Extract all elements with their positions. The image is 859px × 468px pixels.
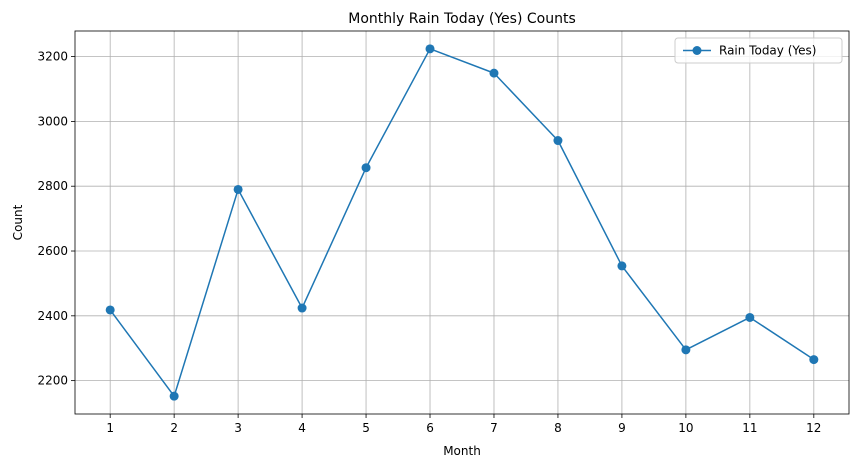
plot-frame [74,30,850,415]
y-tick-label: 3000 [37,114,68,128]
data-point [297,303,307,313]
data-point [681,345,691,355]
y-axis-ticks: 2200 2400 2600 2800 3000 3200 [37,50,75,388]
series-line [109,48,815,397]
data-point [553,136,563,146]
y-tick-label: 2800 [37,179,68,193]
x-tick-label: 9 [618,421,626,435]
legend-box [674,37,843,64]
data-point [745,312,755,322]
chart-title: Monthly Rain Today (Yes) Counts [348,11,576,27]
x-tick-label: 3 [234,421,242,435]
x-tick-label: 1 [106,421,114,435]
data-point [233,184,243,194]
x-axis-label: Month [443,444,481,458]
y-tick-label: 2400 [37,309,68,323]
data-point [809,355,819,365]
data-point [489,68,499,78]
x-tick-label: 4 [298,421,306,435]
data-point [169,391,179,401]
y-axis-label: Count [11,204,25,240]
x-tick-label: 7 [490,421,498,435]
x-tick-label: 2 [170,421,178,435]
x-tick-label: 6 [426,421,434,435]
data-point [361,163,371,173]
legend: Rain Today (Yes) [674,37,843,64]
y-tick-label: 3200 [37,50,68,64]
legend-marker-swatch [692,46,702,55]
grid-lines [75,31,849,414]
data-point [105,305,115,315]
x-tick-label: 5 [362,421,370,435]
y-tick-label: 2600 [37,244,68,258]
y-tick-label: 2200 [37,374,68,388]
x-tick-label: 8 [554,421,562,435]
legend-entry-rain-today-yes: Rain Today (Yes) [719,44,816,58]
data-point [425,44,435,54]
series-layer [105,44,819,401]
x-axis-ticks: 1 2 3 4 5 6 7 8 9 10 11 12 [106,414,821,435]
data-point [617,261,627,271]
x-tick-label: 10 [678,421,693,435]
x-tick-label: 12 [806,421,821,435]
x-tick-label: 11 [742,421,757,435]
